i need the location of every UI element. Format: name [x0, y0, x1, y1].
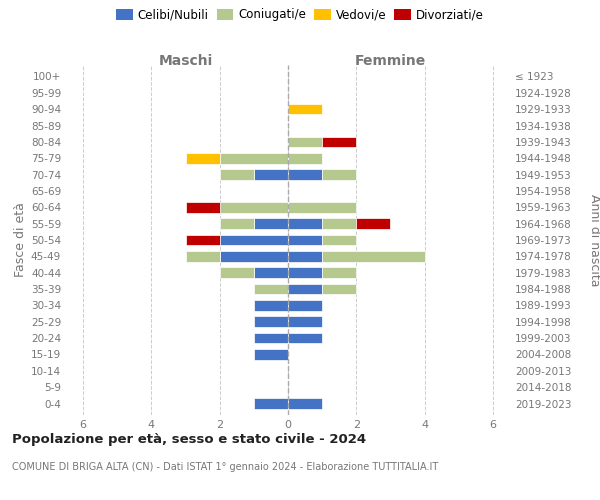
Bar: [322, 284, 356, 294]
Bar: [254, 170, 288, 180]
Text: Maschi: Maschi: [158, 54, 212, 68]
Bar: [288, 398, 322, 409]
Bar: [288, 202, 356, 212]
Bar: [288, 251, 322, 262]
Bar: [322, 218, 356, 229]
Bar: [288, 316, 322, 327]
Bar: [288, 300, 322, 310]
Text: Femmine: Femmine: [355, 54, 426, 68]
Bar: [288, 268, 322, 278]
Bar: [254, 349, 288, 360]
Bar: [220, 251, 288, 262]
Bar: [322, 136, 356, 147]
Bar: [288, 333, 322, 344]
Bar: [254, 268, 288, 278]
Bar: [220, 268, 254, 278]
Bar: [185, 153, 220, 164]
Bar: [288, 104, 322, 115]
Bar: [254, 398, 288, 409]
Bar: [185, 202, 220, 212]
Bar: [254, 284, 288, 294]
Bar: [288, 136, 322, 147]
Bar: [254, 333, 288, 344]
Text: COMUNE DI BRIGA ALTA (CN) - Dati ISTAT 1° gennaio 2024 - Elaborazione TUTTITALIA: COMUNE DI BRIGA ALTA (CN) - Dati ISTAT 1…: [12, 462, 438, 472]
Bar: [356, 218, 391, 229]
Bar: [185, 251, 220, 262]
Bar: [254, 218, 288, 229]
Bar: [254, 300, 288, 310]
Bar: [322, 170, 356, 180]
Bar: [288, 284, 322, 294]
Bar: [322, 268, 356, 278]
Bar: [220, 153, 288, 164]
Bar: [220, 170, 254, 180]
Bar: [322, 251, 425, 262]
Y-axis label: Anni di nascita: Anni di nascita: [588, 194, 600, 286]
Bar: [220, 218, 254, 229]
Bar: [288, 234, 322, 246]
Bar: [220, 234, 288, 246]
Legend: Celibi/Nubili, Coniugati/e, Vedovi/e, Divorziati/e: Celibi/Nubili, Coniugati/e, Vedovi/e, Di…: [116, 8, 484, 22]
Bar: [288, 153, 322, 164]
Bar: [185, 234, 220, 246]
Bar: [220, 202, 288, 212]
Bar: [322, 234, 356, 246]
Bar: [288, 218, 322, 229]
Y-axis label: Fasce di età: Fasce di età: [14, 202, 27, 278]
Text: Popolazione per età, sesso e stato civile - 2024: Popolazione per età, sesso e stato civil…: [12, 432, 366, 446]
Bar: [288, 170, 322, 180]
Bar: [254, 316, 288, 327]
